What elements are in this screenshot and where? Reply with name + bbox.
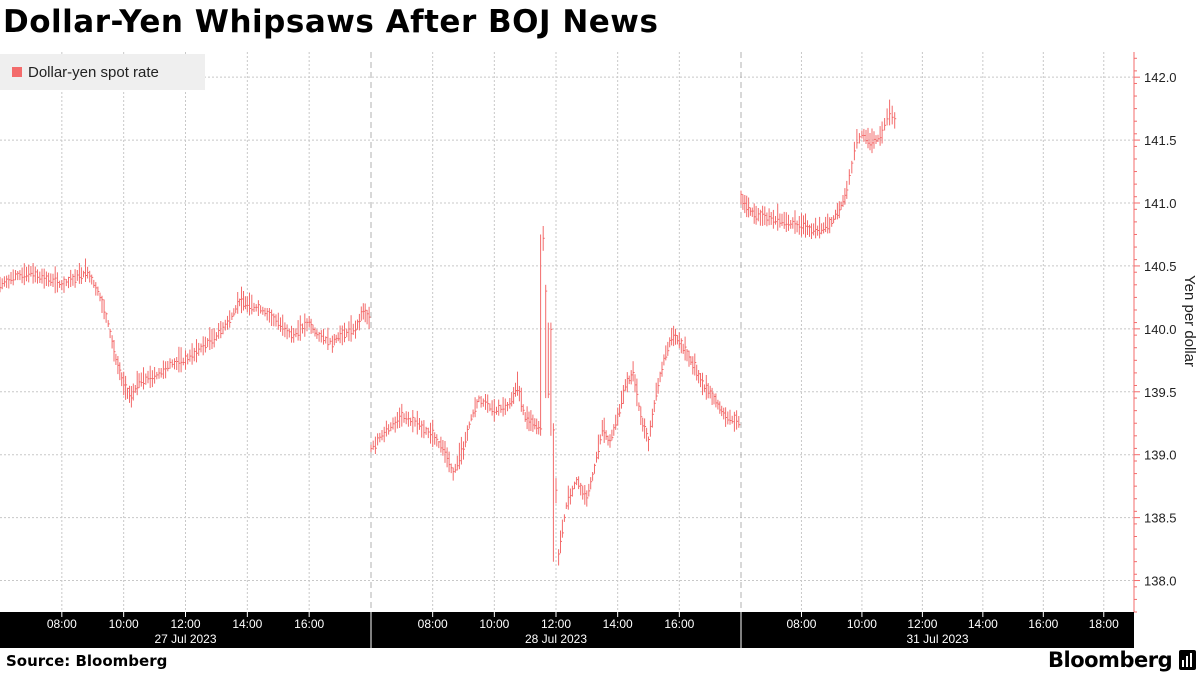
x-tick-label: 08:00	[47, 617, 77, 631]
grid-lines	[0, 52, 1134, 612]
y-axis: 142.0 141.5 141.0 140.5 140.0 139.5 139.0 138.5…	[1133, 52, 1198, 613]
legend-label: Dollar-yen spot rate	[28, 63, 159, 81]
x-tick-label: 14:00	[968, 617, 998, 631]
x-date-label: 31 Jul 2023	[906, 632, 968, 646]
y-tick-label: 141.0	[1144, 196, 1177, 211]
y-tick-label: 142.0	[1144, 70, 1177, 85]
x-axis-band	[0, 612, 1134, 648]
bloomberg-terminal-icon	[1179, 650, 1196, 670]
x-date-label: 28 Jul 2023	[525, 632, 587, 646]
y-tick-label: 138.5	[1144, 511, 1177, 526]
x-tick-label: 14:00	[232, 617, 262, 631]
x-tick-label: 12:00	[541, 617, 571, 631]
x-tick-label: 10:00	[847, 617, 877, 631]
x-tick-label: 12:00	[170, 617, 200, 631]
x-tick-label: 14:00	[603, 617, 633, 631]
y-tick-label: 138.0	[1144, 574, 1177, 589]
y-tick-label: 140.0	[1144, 322, 1177, 337]
session-separators	[370, 52, 742, 612]
chart-title: Dollar-Yen Whipsaws After BOJ News	[3, 4, 659, 40]
legend: Dollar-yen spot rate	[0, 54, 205, 90]
x-tick-label: 08:00	[786, 617, 816, 631]
source-note: Source: Bloomberg	[6, 652, 168, 670]
x-tick-label: 18:00	[1089, 617, 1119, 631]
y-tick-label: 139.5	[1144, 385, 1177, 400]
x-tick-label: 08:00	[418, 617, 448, 631]
x-tick-label: 10:00	[479, 617, 509, 631]
y-tick-label: 141.5	[1144, 133, 1177, 148]
legend-swatch	[12, 67, 22, 77]
x-tick-label: 12:00	[907, 617, 937, 631]
x-tick-label: 16:00	[294, 617, 324, 631]
x-tick-label: 16:00	[1028, 617, 1058, 631]
y-tick-label: 139.0	[1144, 448, 1177, 463]
x-date-label: 27 Jul 2023	[154, 632, 216, 646]
y-axis-title: Yen per dollar	[1181, 275, 1198, 367]
price-series	[0, 99, 897, 566]
brand-logo-text: Bloomberg	[1048, 648, 1173, 672]
x-tick-label: 16:00	[664, 617, 694, 631]
x-axis: 08:00 10:00 12:00 14:00 16:00 27 Jul 2023 08:0…	[0, 612, 1134, 648]
x-tick-label: 10:00	[109, 617, 139, 631]
y-tick-label: 140.5	[1144, 259, 1177, 274]
